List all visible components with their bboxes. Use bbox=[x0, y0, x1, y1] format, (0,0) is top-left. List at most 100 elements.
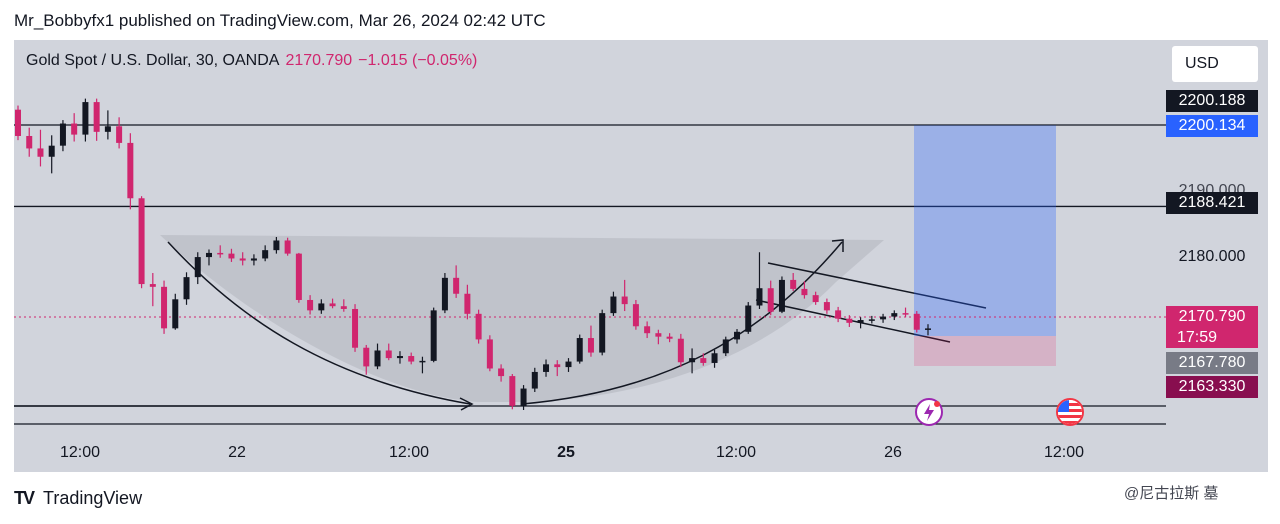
candle-body bbox=[868, 319, 875, 321]
candle-body bbox=[318, 303, 325, 311]
candle-body bbox=[880, 316, 887, 320]
candle-body bbox=[655, 333, 662, 337]
candle-body bbox=[509, 376, 516, 406]
candle bbox=[273, 237, 280, 254]
candle-body bbox=[700, 358, 707, 363]
candle-body bbox=[15, 109, 21, 136]
candle-body bbox=[59, 123, 66, 146]
candle-body bbox=[778, 279, 785, 312]
symbol-line: Gold Spot / U.S. Dollar, 30, OANDA 2170.7… bbox=[26, 52, 477, 70]
candle-body bbox=[767, 288, 774, 312]
currency-button[interactable]: USD bbox=[1172, 46, 1258, 82]
candle bbox=[475, 309, 482, 344]
candle-body bbox=[26, 135, 33, 149]
candle bbox=[711, 349, 718, 368]
candle bbox=[823, 298, 830, 314]
candle bbox=[812, 291, 819, 305]
candle-body bbox=[37, 148, 44, 157]
candle bbox=[329, 298, 336, 309]
candle-body bbox=[329, 303, 336, 307]
candle-body bbox=[116, 126, 123, 143]
candle-body bbox=[295, 253, 302, 300]
candle bbox=[498, 364, 505, 382]
candle-body bbox=[913, 313, 920, 330]
candle bbox=[284, 237, 291, 256]
candle-body bbox=[644, 326, 651, 334]
candle-body bbox=[543, 364, 550, 372]
candle bbox=[26, 127, 33, 157]
candle bbox=[902, 307, 909, 318]
candle bbox=[149, 272, 156, 307]
lightning-icon[interactable] bbox=[915, 398, 943, 426]
candle bbox=[554, 360, 561, 377]
candle-body bbox=[82, 102, 89, 135]
candle bbox=[430, 307, 437, 363]
candle-body bbox=[228, 253, 235, 259]
candle bbox=[666, 333, 673, 343]
candle bbox=[857, 317, 864, 329]
candle bbox=[756, 252, 763, 309]
candle-body bbox=[194, 257, 201, 278]
candle bbox=[138, 196, 145, 289]
brand-name: TradingView bbox=[43, 488, 143, 508]
candle bbox=[677, 333, 684, 368]
candle-body bbox=[857, 320, 864, 323]
candle bbox=[531, 367, 538, 393]
candle bbox=[700, 353, 707, 366]
candle-body bbox=[161, 286, 168, 329]
candle-body bbox=[408, 356, 415, 362]
target-zone bbox=[914, 125, 1056, 336]
candle-body bbox=[48, 145, 55, 157]
candle bbox=[352, 304, 359, 352]
candle-body bbox=[475, 313, 482, 340]
candle bbox=[621, 279, 628, 312]
candle-body bbox=[419, 360, 426, 363]
candle-body bbox=[183, 277, 190, 300]
candle-body bbox=[71, 123, 78, 135]
candle bbox=[565, 358, 572, 372]
trade-box bbox=[914, 125, 1056, 366]
candle-body bbox=[846, 318, 853, 323]
candle bbox=[239, 252, 246, 266]
candle bbox=[644, 321, 651, 339]
us-flag-icon[interactable] bbox=[1056, 398, 1084, 426]
candle-body bbox=[925, 328, 931, 330]
candle-body bbox=[587, 338, 594, 353]
candles bbox=[15, 98, 931, 410]
candle bbox=[71, 113, 78, 142]
candle bbox=[790, 272, 797, 291]
candle bbox=[363, 344, 370, 375]
candle bbox=[396, 351, 403, 364]
candle bbox=[913, 311, 920, 333]
candle-body bbox=[385, 350, 392, 359]
candle bbox=[925, 324, 931, 336]
candle-body bbox=[621, 296, 628, 305]
bar-countdown: 17:59 bbox=[1177, 329, 1218, 346]
candle bbox=[37, 129, 44, 167]
candle bbox=[340, 299, 347, 312]
candle bbox=[655, 329, 662, 345]
candle bbox=[217, 245, 224, 258]
candle bbox=[453, 265, 460, 298]
candle bbox=[194, 252, 201, 285]
candle bbox=[846, 315, 853, 327]
candle-body bbox=[734, 331, 741, 340]
price-label-stop-2: 2163.330 bbox=[1166, 376, 1258, 398]
stop-zone bbox=[914, 336, 1056, 366]
price-label-stop-1: 2167.780 bbox=[1166, 352, 1258, 374]
candle-body bbox=[396, 356, 403, 359]
candle-body bbox=[374, 350, 381, 367]
candle-body bbox=[812, 295, 819, 303]
candle-body bbox=[93, 102, 100, 132]
candle-body bbox=[711, 353, 718, 363]
candle-body bbox=[273, 240, 280, 251]
candle bbox=[801, 281, 808, 299]
candle bbox=[520, 385, 527, 410]
candle bbox=[868, 315, 875, 324]
candle bbox=[632, 299, 639, 330]
candle bbox=[576, 334, 583, 364]
candle-body bbox=[745, 305, 752, 332]
candle bbox=[509, 374, 516, 410]
candle-body bbox=[531, 371, 538, 389]
